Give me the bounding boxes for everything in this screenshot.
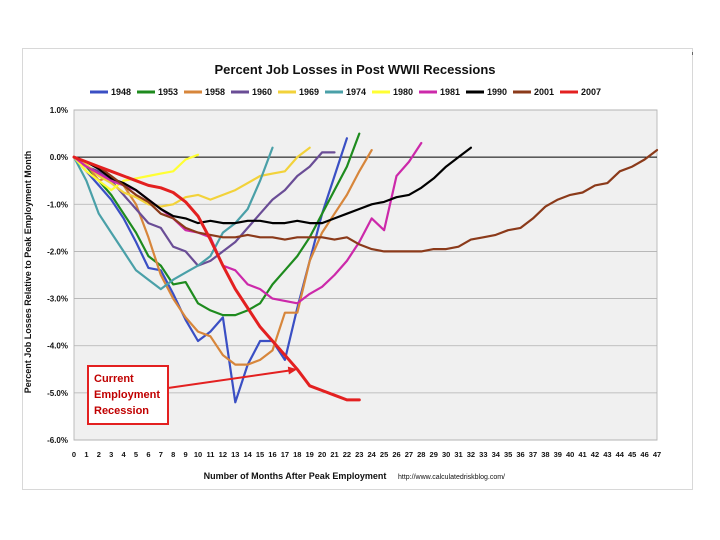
legend-label-1958: 1958 xyxy=(205,87,225,97)
frame-marker xyxy=(692,52,693,55)
annotation-arrowhead xyxy=(287,366,298,375)
x-tick-label: 4 xyxy=(122,450,127,459)
x-tick-label: 42 xyxy=(591,450,599,459)
x-tick-label: 24 xyxy=(368,450,377,459)
y-tick-label: -3.0% xyxy=(47,295,68,304)
x-tick-label: 0 xyxy=(72,450,76,459)
series-lines xyxy=(72,132,659,404)
legend-label-1969: 1969 xyxy=(299,87,319,97)
legend-label-1953: 1953 xyxy=(158,87,178,97)
x-axis-label: Number of Months After Peak Employment xyxy=(204,471,387,481)
x-tick-label: 30 xyxy=(442,450,450,459)
x-tick-label: 45 xyxy=(628,450,636,459)
x-tick-label: 34 xyxy=(492,450,501,459)
x-tick-label: 10 xyxy=(194,450,202,459)
x-tick-label: 33 xyxy=(479,450,487,459)
x-tick-label: 18 xyxy=(293,450,301,459)
x-tick-label: 29 xyxy=(430,450,438,459)
legend-label-1974: 1974 xyxy=(346,87,366,97)
legend-label-1960: 1960 xyxy=(252,87,272,97)
x-tick-label: 13 xyxy=(231,450,239,459)
legend-label-2001: 2001 xyxy=(534,87,554,97)
y-tick-label: -6.0% xyxy=(47,436,68,445)
x-tick-label: 35 xyxy=(504,450,512,459)
series-line-1974 xyxy=(72,146,274,291)
x-tick-label: 9 xyxy=(184,450,188,459)
x-tick-label: 44 xyxy=(616,450,625,459)
x-tick-label: 39 xyxy=(554,450,562,459)
x-tick-label: 14 xyxy=(243,450,252,459)
legend-label-1990: 1990 xyxy=(487,87,507,97)
legend-label-2007: 2007 xyxy=(581,87,601,97)
x-tick-label: 31 xyxy=(454,450,462,459)
annotation-line-1: Current xyxy=(94,373,134,385)
plot-area xyxy=(73,109,658,441)
legend-label-1981: 1981 xyxy=(440,87,460,97)
y-axis-ticks: 1.0% 0.0% -1.0% -2.0% -3.0% -4.0% -5.0% -6.0% xyxy=(47,106,68,445)
x-tick-label: 27 xyxy=(405,450,413,459)
x-tick-label: 41 xyxy=(578,450,586,459)
y-tick-label: 0.0% xyxy=(50,153,68,162)
annotation-box xyxy=(87,365,169,425)
x-tick-label: 43 xyxy=(603,450,611,459)
y-tick-label: -2.0% xyxy=(47,247,68,256)
x-tick-label: 28 xyxy=(417,450,425,459)
annotation-line-3: Recession xyxy=(94,405,149,417)
gridlines xyxy=(74,109,657,441)
y-tick-label: -4.0% xyxy=(47,342,68,351)
y-tick-label: -1.0% xyxy=(47,200,68,209)
source-url: http://www.calculatedriskblog.com/ xyxy=(398,474,505,481)
y-tick-label: -5.0% xyxy=(47,389,68,398)
x-tick-label: 20 xyxy=(318,450,326,459)
x-tick-label: 17 xyxy=(281,450,289,459)
x-tick-label: 6 xyxy=(146,450,150,459)
x-tick-label: 8 xyxy=(171,450,175,459)
x-tick-label: 25 xyxy=(380,450,388,459)
series-line-2001 xyxy=(72,149,659,253)
x-tick-label: 2 xyxy=(97,450,101,459)
x-tick-label: 46 xyxy=(640,450,648,459)
x-tick-label: 38 xyxy=(541,450,549,459)
x-tick-label: 32 xyxy=(467,450,475,459)
series-line-1980 xyxy=(72,153,200,192)
chart-title: Percent Job Losses in Post WWII Recessio… xyxy=(214,62,495,77)
x-tick-label: 40 xyxy=(566,450,574,459)
x-tick-label: 47 xyxy=(653,450,661,459)
x-tick-label: 19 xyxy=(306,450,314,459)
x-tick-label: 15 xyxy=(256,450,264,459)
x-tick-label: 36 xyxy=(516,450,524,459)
x-tick-label: 5 xyxy=(134,450,138,459)
legend-label-1980: 1980 xyxy=(393,87,413,97)
series-line-1969 xyxy=(72,146,311,208)
x-axis-ticks: 0 1 2 3 4 5 6 7 8 9 10 11 12 13 14 15 16 17 18 19 20 21 22 23 24… xyxy=(72,450,661,459)
x-tick-label: 26 xyxy=(392,450,400,459)
annotation-line-2: Employment xyxy=(94,389,160,401)
x-tick-label: 16 xyxy=(268,450,276,459)
x-tick-label: 23 xyxy=(355,450,363,459)
x-tick-label: 3 xyxy=(109,450,113,459)
legend-label-1948: 1948 xyxy=(111,87,131,97)
legend: 1948 1953 1958 1960 1969 1974 1980 1981 1990 2001… xyxy=(90,87,601,97)
x-tick-label: 37 xyxy=(529,450,537,459)
x-tick-label: 12 xyxy=(219,450,227,459)
y-tick-label: 1.0% xyxy=(50,106,68,115)
x-tick-label: 1 xyxy=(84,450,88,459)
x-tick-label: 22 xyxy=(343,450,351,459)
y-axis-label: Percent Job Losses Relative to Peak Empl… xyxy=(23,151,33,394)
x-tick-label: 21 xyxy=(330,450,338,459)
series-line-2007 xyxy=(72,155,361,402)
series-line-1953 xyxy=(72,132,361,317)
annotation-arrow xyxy=(167,369,292,389)
x-tick-label: 7 xyxy=(159,450,163,459)
annotation: Current Employment Recession xyxy=(87,365,298,425)
x-tick-label: 11 xyxy=(206,450,214,459)
series-line-1990 xyxy=(72,146,472,225)
